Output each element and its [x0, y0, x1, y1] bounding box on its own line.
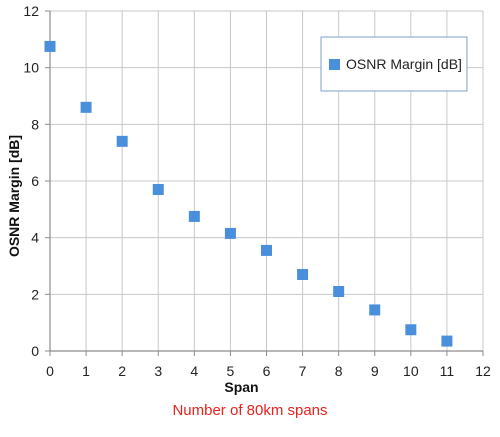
- data-point: [405, 324, 417, 336]
- x-tick-label: 6: [263, 363, 271, 379]
- x-tick-label: 3: [154, 363, 162, 379]
- data-point: [44, 40, 56, 52]
- x-tick-label: 11: [440, 363, 455, 379]
- y-tick-label: 4: [31, 230, 39, 246]
- axes: [45, 10, 484, 356]
- x-tick-label: 5: [227, 363, 235, 379]
- legend-marker: [329, 59, 340, 70]
- chart-caption: Number of 80km spans: [172, 402, 328, 419]
- x-tick-label: 1: [82, 363, 90, 379]
- x-tick-label: 4: [190, 363, 198, 379]
- y-tick-label: 0: [31, 343, 39, 359]
- data-point: [152, 184, 164, 195]
- y-tick-label: 12: [23, 3, 39, 19]
- y-tick-label: 8: [31, 116, 39, 132]
- data-point: [116, 135, 128, 147]
- data-point: [441, 335, 453, 347]
- y-tick-label: 2: [31, 286, 39, 302]
- legend-label: OSNR Margin [dB]: [346, 56, 462, 72]
- data-point: [297, 269, 309, 280]
- y-tick-label: 10: [23, 60, 39, 76]
- data-point: [80, 101, 92, 113]
- x-tick-label: 2: [118, 363, 126, 379]
- x-tick-label: 12: [475, 363, 491, 379]
- legend: OSNR Margin [dB]: [320, 36, 468, 92]
- data-point: [224, 227, 236, 239]
- data-point: [188, 210, 200, 222]
- data-point: [369, 304, 381, 316]
- y-axis-title: OSNR Margin [dB]: [6, 135, 22, 257]
- data-point: [261, 244, 272, 256]
- legend-box: [320, 36, 468, 92]
- data-point: [333, 286, 345, 297]
- x-tick-label: 0: [46, 363, 54, 379]
- x-tick-label: 10: [403, 363, 419, 379]
- data-points: [44, 40, 453, 347]
- y-tick-label: 6: [31, 173, 39, 189]
- x-tick-label: 7: [299, 363, 307, 379]
- x-tick-label: 9: [371, 363, 379, 379]
- x-tick-label: 8: [335, 363, 343, 379]
- x-axis-title: Span: [224, 379, 258, 395]
